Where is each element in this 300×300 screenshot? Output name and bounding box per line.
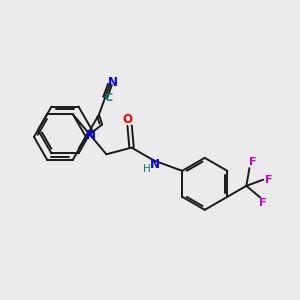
Text: N: N (86, 129, 96, 142)
Text: H: H (143, 164, 151, 174)
Text: F: F (266, 175, 273, 185)
Text: C: C (104, 93, 112, 103)
Text: O: O (123, 113, 133, 126)
Text: N: N (108, 76, 118, 89)
Text: F: F (249, 157, 256, 167)
Text: N: N (150, 158, 160, 171)
Text: F: F (260, 198, 267, 208)
